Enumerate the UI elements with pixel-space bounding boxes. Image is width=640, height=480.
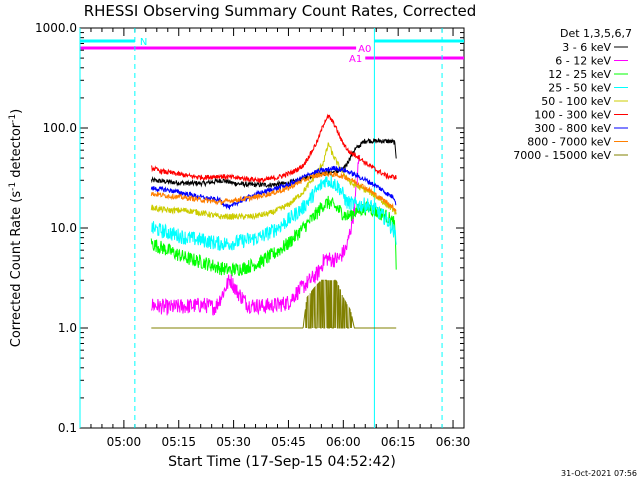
legend-label: 3 - 6 keV: [562, 41, 611, 54]
legend-label: 300 - 800 keV: [534, 122, 611, 135]
chart-title: RHESSI Observing Summary Count Rates, Co…: [84, 2, 477, 20]
x-tick-label: 06:00: [326, 435, 361, 449]
series-line: [150, 113, 397, 184]
y-axis-label: Corrected Count Rate (s-1 detector-1): [8, 109, 24, 347]
x-tick-label: 05:30: [216, 435, 251, 449]
attenuator-lines: [79, 28, 443, 428]
legend-label: 12 - 25 keV: [548, 68, 611, 81]
x-axis-label: Start Time (17-Sep-15 04:52:42): [168, 454, 396, 470]
series-line: [150, 142, 397, 221]
series-line: [150, 137, 397, 190]
x-tick-label: 06:30: [436, 435, 471, 449]
series-lines: [150, 113, 397, 329]
x-tick-label: 05:15: [161, 435, 196, 449]
generated-timestamp: 31-Oct-2021 07:56: [561, 469, 637, 478]
series-line: [151, 175, 397, 251]
y-tick-label: 100.0: [43, 121, 77, 135]
legend-label: 50 - 100 keV: [541, 95, 611, 108]
state-bar-label: A0: [358, 44, 371, 55]
y-tick-label: 0.1: [58, 421, 77, 435]
y-axis: 0.1 1.0 10.0 100.0 1000.0: [35, 21, 464, 435]
x-tick-label: 06:15: [381, 435, 416, 449]
y-tick-label: 10.0: [50, 221, 77, 235]
x-tick-label: 05:00: [107, 435, 142, 449]
series-line: [150, 171, 397, 213]
x-axis: 05:00 05:15 05:30 05:45 06:00 06:15 06:30: [79, 28, 471, 449]
legend-title: Det 1,3,5,6,7: [560, 27, 632, 40]
y-tick-label: 1.0: [58, 321, 77, 335]
series-line: [151, 279, 397, 329]
series-line: [150, 155, 361, 316]
legend-label: 7000 - 15000 keV: [513, 149, 611, 162]
legend-label: 800 - 7000 keV: [527, 136, 611, 149]
legend-label: 100 - 300 keV: [534, 109, 611, 122]
state-bar-label: N: [140, 37, 147, 48]
legend-label: 6 - 12 keV: [555, 55, 611, 68]
legend-label: 25 - 50 keV: [548, 82, 611, 95]
x-tick-label: 05:45: [271, 435, 306, 449]
state-bar-label: A1: [349, 54, 362, 65]
series-line: [150, 195, 397, 277]
y-tick-label: 1000.0: [35, 21, 77, 35]
